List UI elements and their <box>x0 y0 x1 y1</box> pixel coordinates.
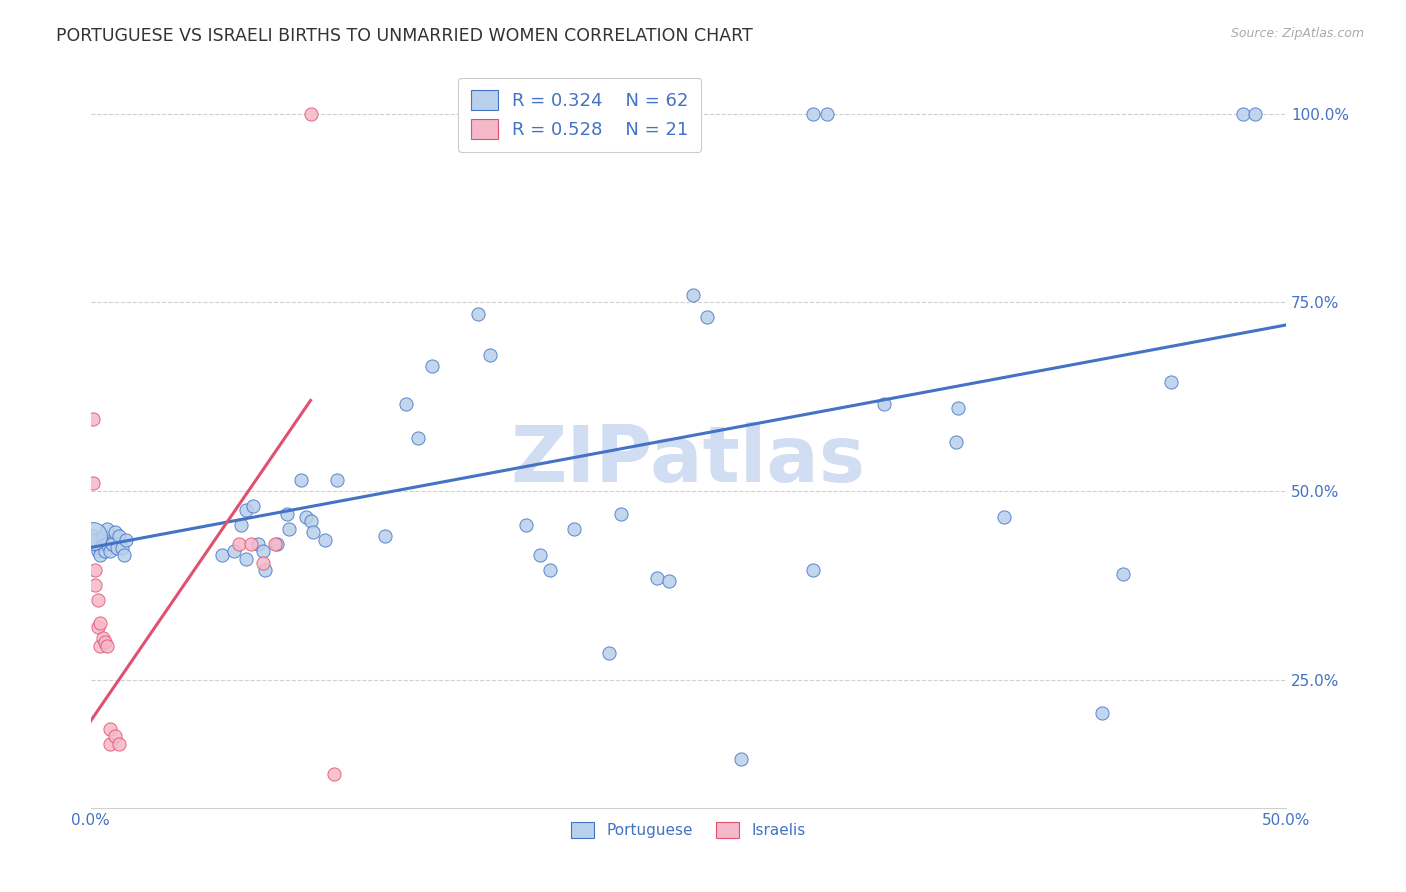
Point <box>302 525 325 540</box>
Point <box>276 507 298 521</box>
Point <box>515 517 537 532</box>
Point <box>115 533 138 547</box>
Point <box>96 537 118 551</box>
Point <box>211 548 233 562</box>
Point <box>103 525 125 540</box>
Point <box>562 522 585 536</box>
Point <box>108 737 131 751</box>
Point <box>82 476 104 491</box>
Point <box>105 541 128 555</box>
Point <box>231 517 253 532</box>
Point <box>89 548 111 562</box>
Point <box>242 499 264 513</box>
Text: PORTUGUESE VS ISRAELI BIRTHS TO UNMARRIED WOMEN CORRELATION CHART: PORTUGUESE VS ISRAELI BIRTHS TO UNMARRIE… <box>56 27 754 45</box>
Point <box>1232 107 1254 121</box>
Point <box>84 563 107 577</box>
Point <box>108 529 131 543</box>
Point <box>101 537 124 551</box>
Point <box>422 359 444 374</box>
Point <box>801 563 824 577</box>
Point <box>111 541 134 555</box>
Point <box>94 537 117 551</box>
Point <box>299 514 322 528</box>
Point <box>91 537 114 551</box>
Point <box>112 548 135 562</box>
Point <box>323 766 346 780</box>
Point <box>299 107 322 121</box>
Point <box>84 578 107 592</box>
Point <box>84 533 107 547</box>
Point <box>610 507 633 521</box>
Point <box>294 510 316 524</box>
Text: Source: ZipAtlas.com: Source: ZipAtlas.com <box>1230 27 1364 40</box>
Point <box>82 412 104 426</box>
Point <box>529 548 551 562</box>
Point <box>91 529 114 543</box>
Point <box>246 537 269 551</box>
Point <box>89 615 111 630</box>
Point <box>252 544 274 558</box>
Point <box>103 729 125 743</box>
Point <box>801 107 824 121</box>
Point <box>374 529 396 543</box>
Point <box>235 551 257 566</box>
Point <box>252 556 274 570</box>
Point <box>290 473 312 487</box>
Point <box>228 537 250 551</box>
Point <box>314 533 336 547</box>
Point <box>278 522 301 536</box>
Point <box>266 537 288 551</box>
Point <box>222 544 245 558</box>
Point <box>945 434 967 449</box>
Point <box>87 593 110 607</box>
Point <box>538 563 561 577</box>
Text: ZIPatlas: ZIPatlas <box>510 422 866 499</box>
Point <box>254 563 277 577</box>
Point <box>730 752 752 766</box>
Point <box>326 473 349 487</box>
Point <box>82 529 104 543</box>
Point <box>82 529 104 543</box>
Point <box>94 635 117 649</box>
Point <box>87 620 110 634</box>
Point <box>87 544 110 558</box>
Point <box>239 537 262 551</box>
Point <box>467 307 489 321</box>
Point <box>1244 107 1267 121</box>
Point <box>94 544 117 558</box>
Point <box>235 503 257 517</box>
Point <box>873 397 896 411</box>
Point <box>598 646 620 660</box>
Legend: Portuguese, Israelis: Portuguese, Israelis <box>565 816 811 845</box>
Point <box>1112 566 1135 581</box>
Point <box>478 348 501 362</box>
Point <box>263 537 285 551</box>
Point <box>815 107 838 121</box>
Point <box>89 541 111 555</box>
Point <box>96 522 118 536</box>
Point <box>406 431 429 445</box>
Point <box>948 401 970 415</box>
Point <box>395 397 418 411</box>
Point <box>91 631 114 645</box>
Point <box>645 571 668 585</box>
Point <box>993 510 1015 524</box>
Point <box>98 722 121 736</box>
Point <box>658 574 681 589</box>
Point <box>682 288 704 302</box>
Point <box>1091 706 1114 721</box>
Point <box>89 639 111 653</box>
Point <box>1160 375 1182 389</box>
Point <box>696 310 718 325</box>
Point <box>98 544 121 558</box>
Point <box>98 737 121 751</box>
Point <box>96 639 118 653</box>
